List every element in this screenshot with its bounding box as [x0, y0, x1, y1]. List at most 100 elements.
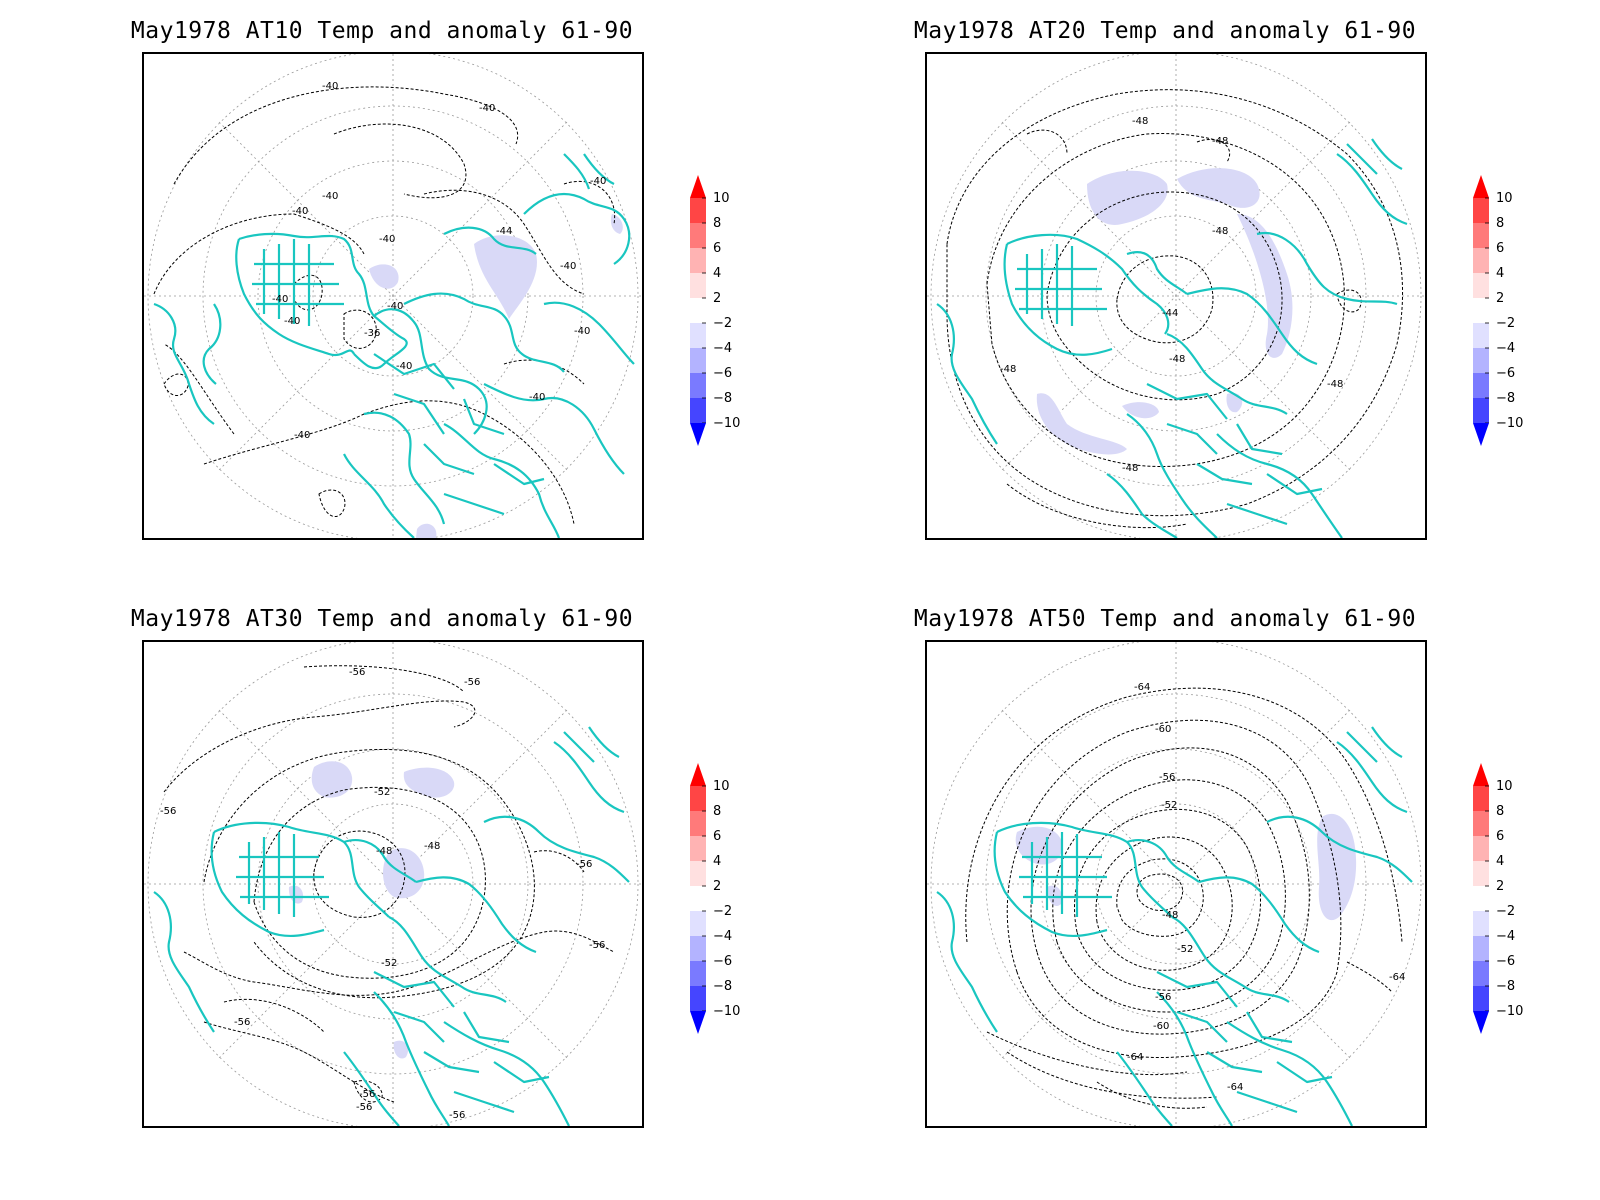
contour-label: -56	[576, 859, 592, 870]
contour-label: -56	[359, 1089, 375, 1100]
colorbar-level-label: −4	[1496, 341, 1516, 356]
contours	[153, 86, 616, 525]
colorbar-cell	[690, 373, 706, 398]
colorbar-swatches	[690, 175, 706, 446]
polar-map: -48 -48 -48 -44 -48 -48 -48 -48	[925, 52, 1427, 540]
colorbar-level-label: 4	[713, 266, 722, 281]
colorbar-legend: 10 8 6 4 2 −2 −4 −6 −8 −10	[687, 761, 747, 1051]
contour-label: -40	[396, 361, 412, 372]
panel-title: May1978 AT30 Temp and anomaly 61-90	[130, 606, 634, 632]
colorbar-cell	[1473, 398, 1489, 423]
coastlines	[153, 726, 630, 1126]
contour-label: -48	[1132, 116, 1148, 127]
colorbar-level-label: 10	[713, 191, 730, 206]
map-panel-at20: May1978 AT20 Temp and anomaly 61-90	[895, 18, 1535, 578]
colorbar-level-label: −10	[713, 1004, 741, 1019]
colorbar-cell	[1473, 298, 1489, 323]
anomaly-shading	[1015, 813, 1357, 921]
contour-label: -48	[1212, 136, 1228, 147]
colorbar-cell	[1473, 836, 1489, 861]
contour-label: -40	[560, 261, 576, 272]
contour-label: -40	[322, 191, 338, 202]
colorbar-cell	[1473, 323, 1489, 348]
colorbar-cell	[690, 861, 706, 886]
contour-labels: -48 -48 -48 -44 -48 -48 -48 -48	[1000, 116, 1343, 474]
colorbar-cell	[1473, 348, 1489, 373]
panel-title: May1978 AT10 Temp and anomaly 61-90	[130, 18, 634, 44]
colorbar-level-label: −2	[1496, 904, 1516, 919]
colorbar-legend: 10 8 6 4 2 −2 −4 −6 −8 −10	[687, 173, 747, 463]
colorbar-level-label: −10	[713, 416, 741, 431]
colorbar-cell	[690, 298, 706, 323]
colorbar-level-label: 8	[1496, 804, 1505, 819]
colorbar-level-label: −6	[1496, 954, 1516, 969]
colorbar-swatches	[690, 763, 706, 1034]
contour-label: -40	[294, 430, 310, 441]
contour-label: -52	[374, 787, 390, 798]
contours	[163, 665, 615, 1103]
contour-label: -52	[1177, 944, 1193, 955]
colorbar-level-label: 6	[1496, 241, 1505, 256]
colorbar-cell	[1473, 223, 1489, 248]
contour-label: -40	[529, 392, 545, 403]
contour-label: -56	[160, 806, 176, 817]
colorbar-level-label: 4	[713, 854, 722, 869]
contour-label: -60	[1153, 1021, 1169, 1032]
colorbar-level-label: 2	[1496, 291, 1505, 306]
contour-labels: -40 -40 -40 -40 -44 -40 -40 -36 -40 -40 …	[272, 81, 606, 441]
contour-label: -56	[464, 677, 480, 688]
colorbar-level-label: 6	[713, 829, 722, 844]
colorbar-cell	[1473, 886, 1489, 911]
contour-label: -56	[349, 667, 365, 678]
lat-lon-grid	[144, 54, 642, 538]
panel-title: May1978 AT20 Temp and anomaly 61-90	[913, 18, 1417, 44]
colorbar-level-label: −2	[713, 904, 733, 919]
colorbar-level-label: −8	[713, 979, 733, 994]
panel-title: May1978 AT50 Temp and anomaly 61-90	[913, 606, 1417, 632]
colorbar-level-label: −2	[1496, 316, 1516, 331]
coastlines	[936, 726, 1413, 1126]
contour-label: -48	[1169, 354, 1185, 365]
colorbar-level-label: −2	[713, 316, 733, 331]
contour-label: -64	[1389, 972, 1405, 983]
contour-label: -48	[1162, 910, 1178, 921]
contour-label: -56	[589, 940, 605, 951]
contour-label: -56	[1155, 992, 1171, 1003]
colorbar-cell	[690, 961, 706, 986]
contour-label: -48	[1212, 226, 1228, 237]
colorbar-cell	[690, 348, 706, 373]
contour-label: -56	[356, 1102, 372, 1113]
contour-label: -56	[449, 1110, 465, 1121]
contour-label: -48	[424, 841, 440, 852]
colorbar-level-label: −6	[713, 366, 733, 381]
contour-label: -48	[1122, 463, 1138, 474]
colorbar-cell	[690, 786, 706, 811]
colorbar-cell	[690, 911, 706, 936]
colorbar-cell	[690, 936, 706, 961]
map-svg: -40 -40 -40 -40 -44 -40 -40 -36 -40 -40 …	[144, 54, 642, 538]
colorbar-cell	[1473, 911, 1489, 936]
colorbar-level-label: 2	[713, 291, 722, 306]
colorbar-level-label: 10	[713, 779, 730, 794]
contour-label: -40	[379, 234, 395, 245]
anomaly-shading	[369, 214, 623, 538]
contour-label: -56	[234, 1017, 250, 1028]
colorbar-legend: 10 8 6 4 2 −2 −4 −6 −8 −10	[1470, 761, 1530, 1051]
contour-labels: -64 -60 -56 -52 -48 -52 -56 -60 -64 -64 …	[1127, 682, 1405, 1093]
contour-label: -40	[574, 326, 590, 337]
coastlines	[936, 138, 1408, 538]
map-panel-at30: May1978 AT30 Temp and anomaly 61-90	[112, 606, 752, 1166]
colorbar-cell	[690, 836, 706, 861]
contour-label: -64	[1227, 1082, 1243, 1093]
colorbar-cell	[690, 398, 706, 423]
colorbar-cell	[690, 223, 706, 248]
colorbar-cell	[1473, 373, 1489, 398]
contour-label: -40	[590, 176, 606, 187]
colorbar-cell	[1473, 273, 1489, 298]
colorbar-cell	[1473, 786, 1489, 811]
map-panel-at50: May1978 AT50 Temp and anomaly 61-90	[895, 606, 1535, 1166]
colorbar-cell	[1473, 811, 1489, 836]
colorbar-cells	[690, 197, 706, 424]
colorbar-cell	[1473, 961, 1489, 986]
colorbar-level-label: 8	[1496, 216, 1505, 231]
